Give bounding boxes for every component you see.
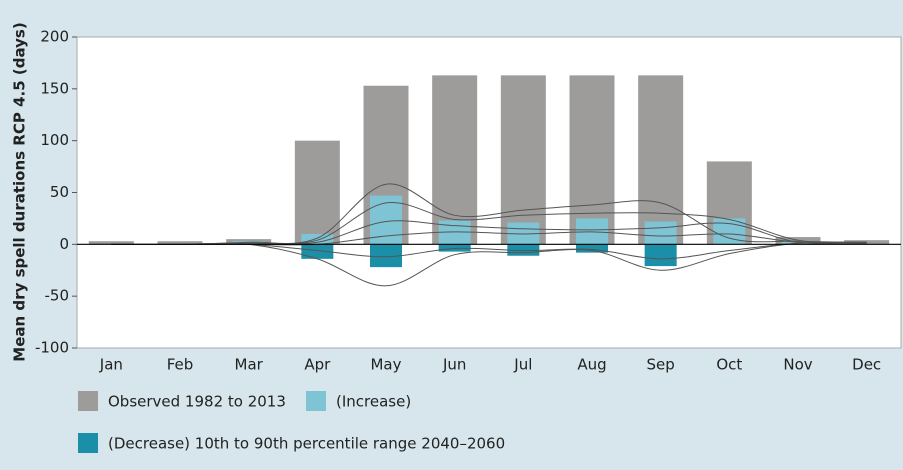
x-tick-label: May (370, 356, 401, 374)
x-tick-label: Jan (99, 356, 123, 374)
plot-area (76, 36, 902, 349)
x-tick-label: Dec (852, 356, 881, 374)
legend-swatch (78, 433, 98, 453)
x-tick-label: Sep (647, 356, 675, 374)
bar (301, 233, 334, 245)
y-tick-label: 0 (59, 235, 69, 253)
bar (500, 75, 546, 245)
y-tick-label: -50 (45, 287, 70, 305)
x-tick-label: Oct (716, 356, 742, 374)
bar (775, 237, 821, 245)
bar (569, 75, 615, 245)
x-tick-label: Apr (304, 356, 331, 374)
bar (301, 244, 334, 259)
bar (576, 244, 608, 253)
legend: Observed 1982 to 2013 (Increase) (Decrease… (78, 391, 505, 453)
bar (507, 244, 540, 256)
bar (88, 241, 134, 245)
bar (438, 244, 471, 252)
legend-swatch (306, 391, 326, 411)
y-axis-title: Mean dry spell durations RCP 4.5 (days) (11, 22, 29, 361)
bar (232, 241, 265, 245)
y-tick-label: 100 (40, 131, 69, 149)
bar (507, 222, 540, 245)
bar (576, 218, 608, 245)
bar (644, 244, 677, 267)
y-tick-label: 50 (50, 183, 69, 201)
legend-label: Observed 1982 to 2013 (108, 393, 286, 411)
y-tick-label: 200 (40, 28, 69, 46)
y-tick-label: -100 (35, 339, 69, 357)
bar (638, 75, 684, 245)
y-tick-label: 150 (40, 79, 69, 97)
x-tick-label: Mar (235, 356, 264, 374)
bar (157, 241, 203, 245)
x-tick-label: Nov (783, 356, 812, 374)
bar (294, 140, 340, 245)
bar (370, 244, 402, 268)
x-tick-label: Aug (577, 356, 606, 374)
x-tick-label: Feb (167, 356, 194, 374)
bar (782, 241, 814, 245)
projection-line (111, 183, 867, 245)
bar (644, 221, 677, 245)
legend-label: (Increase) (336, 393, 411, 411)
x-tick-label: Jun (442, 356, 466, 374)
legend-label: (Decrease) 10th to 90th percentile range… (108, 435, 505, 453)
x-tick-label: Jul (513, 356, 532, 374)
legend-swatch (78, 391, 98, 411)
